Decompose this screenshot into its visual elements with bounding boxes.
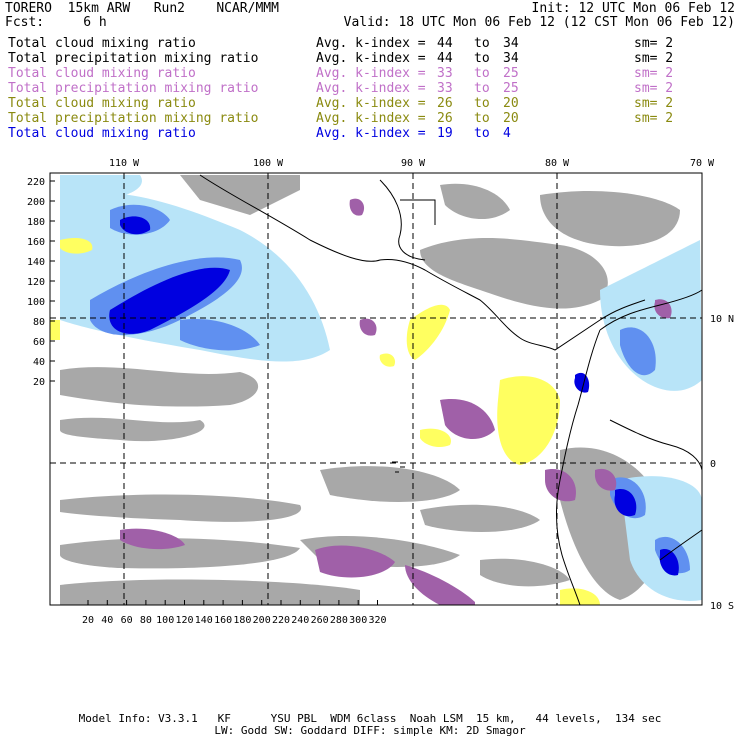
top-lon-label: 80 W bbox=[545, 158, 570, 169]
legend-from: 44 bbox=[437, 36, 453, 51]
valid-time: Valid: 18 UTC Mon 06 Feb 12 (12 CST Mon … bbox=[343, 15, 735, 30]
legend-field: Total cloud mixing ratio bbox=[8, 36, 196, 51]
bottom-tick-label: 220 bbox=[272, 615, 290, 626]
left-tick-label: 20 bbox=[33, 377, 45, 388]
model-info: Model Info: V3.3.1 KF YSU PBL WDM 6class… bbox=[78, 712, 662, 725]
legend-sm: sm= 2 bbox=[634, 66, 674, 81]
legend-field: Total precipitation mixing ratio bbox=[8, 81, 259, 96]
legend-field: Total cloud mixing ratio bbox=[8, 126, 196, 141]
bottom-tick-label: 100 bbox=[156, 615, 174, 626]
legend-sm: sm= 2 bbox=[634, 111, 674, 126]
coastlines bbox=[199, 174, 703, 606]
legend-field: Total precipitation mixing ratio bbox=[8, 111, 259, 126]
legend-sm: sm= 2 bbox=[634, 81, 674, 96]
model-physics: LW: Godd SW: Goddard DIFF: simple KM: 2D… bbox=[214, 724, 526, 737]
left-tick-label: 40 bbox=[33, 357, 45, 368]
legend-from: 26 bbox=[437, 111, 453, 126]
legend-stat: Avg. k-index = bbox=[316, 66, 426, 81]
bottom-tick-label: 320 bbox=[368, 615, 386, 626]
legend-sm: sm= 2 bbox=[634, 51, 674, 66]
left-tick-label: 80 bbox=[33, 317, 45, 328]
yellow-shading bbox=[50, 238, 600, 605]
dark-blue-shading bbox=[109, 216, 679, 576]
legend-to: 25 bbox=[503, 81, 519, 96]
legend-stat: Avg. k-index = bbox=[316, 81, 426, 96]
legend-field: Total cloud mixing ratio bbox=[8, 96, 196, 111]
field-shading bbox=[50, 175, 702, 605]
bottom-tick-label: 200 bbox=[253, 615, 271, 626]
legend-to: 20 bbox=[503, 111, 519, 126]
right-lat-label: 10 S bbox=[710, 601, 734, 612]
bottom-tick-label: 160 bbox=[214, 615, 232, 626]
legend-to-word: to bbox=[474, 36, 490, 51]
legend-sm: sm= 2 bbox=[634, 36, 674, 51]
legend-from: 19 bbox=[437, 126, 453, 141]
legend-stat: Avg. k-index = bbox=[316, 36, 426, 51]
legend-stat: Avg. k-index = bbox=[316, 96, 426, 111]
legend-stat: Avg. k-index = bbox=[316, 51, 426, 66]
legend-sm: sm= 2 bbox=[634, 96, 674, 111]
top-lon-label: 90 W bbox=[401, 158, 426, 169]
legend-to-word: to bbox=[474, 111, 490, 126]
forecast-hour: Fcst: 6 h bbox=[5, 15, 107, 30]
right-lat-label: 0 bbox=[710, 459, 716, 470]
legend-to: 34 bbox=[503, 51, 519, 66]
bottom-tick-label: 260 bbox=[311, 615, 329, 626]
bottom-tick-label: 140 bbox=[195, 615, 213, 626]
left-tick-label: 180 bbox=[27, 217, 45, 228]
legend-from: 33 bbox=[437, 66, 453, 81]
bottom-tick-label: 300 bbox=[349, 615, 367, 626]
bottom-tick-label: 20 bbox=[82, 615, 94, 626]
legend-to-word: to bbox=[474, 126, 490, 141]
left-tick-label: 200 bbox=[27, 197, 45, 208]
legend-to-word: to bbox=[474, 51, 490, 66]
left-tick-label: 160 bbox=[27, 237, 45, 248]
init-time: Init: 12 UTC Mon 06 Feb 12 bbox=[531, 1, 736, 16]
left-tick-label: 220 bbox=[27, 177, 45, 188]
top-lon-label: 110 W bbox=[109, 158, 140, 169]
top-lon-label: 70 W bbox=[690, 158, 715, 169]
bottom-tick-label: 60 bbox=[121, 615, 133, 626]
legend-field: Total cloud mixing ratio bbox=[8, 66, 196, 81]
legend-to-word: to bbox=[474, 66, 490, 81]
right-lat-label: 10 N bbox=[710, 314, 734, 325]
model-title: TORERO 15km ARW Run2 NCAR/MMM bbox=[5, 1, 279, 16]
bottom-tick-label: 280 bbox=[330, 615, 348, 626]
legend-from: 26 bbox=[437, 96, 453, 111]
legend-to-word: to bbox=[474, 96, 490, 111]
bottom-tick-label: 80 bbox=[140, 615, 152, 626]
legend-stat: Avg. k-index = bbox=[316, 126, 426, 141]
graticule bbox=[50, 173, 702, 605]
legend-to: 25 bbox=[503, 66, 519, 81]
plot-frame bbox=[49, 172, 703, 606]
left-tick-label: 60 bbox=[33, 337, 45, 348]
left-tick-label: 100 bbox=[27, 297, 45, 308]
bottom-tick-label: 180 bbox=[233, 615, 251, 626]
top-lon-label: 100 W bbox=[253, 158, 284, 169]
left-tick-label: 120 bbox=[27, 277, 45, 288]
legend-stat: Avg. k-index = bbox=[316, 111, 426, 126]
legend-from: 33 bbox=[437, 81, 453, 96]
purple-shading bbox=[120, 198, 672, 605]
bottom-tick-label: 240 bbox=[291, 615, 309, 626]
bottom-tick-label: 40 bbox=[101, 615, 113, 626]
legend-to: 20 bbox=[503, 96, 519, 111]
legend-to-word: to bbox=[474, 81, 490, 96]
bottom-tick-label: 120 bbox=[175, 615, 193, 626]
legend-from: 44 bbox=[437, 51, 453, 66]
legend-field: Total precipitation mixing ratio bbox=[8, 51, 259, 66]
left-tick-label: 140 bbox=[27, 257, 45, 268]
legend-to: 34 bbox=[503, 36, 519, 51]
legend-to: 4 bbox=[503, 126, 511, 141]
